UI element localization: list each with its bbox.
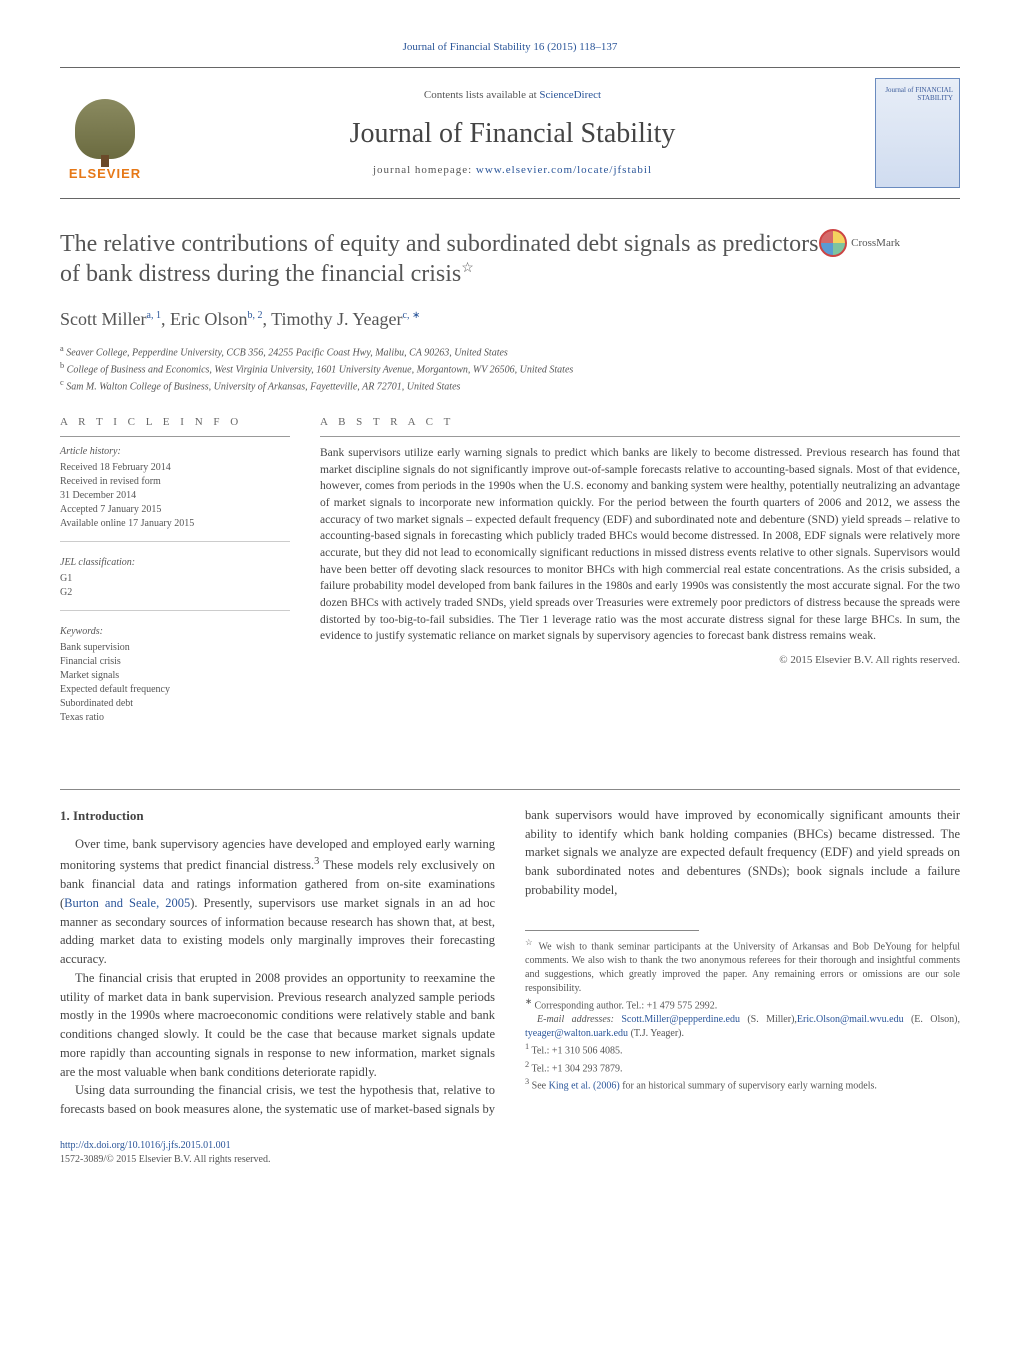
history-label: Article history: [60, 445, 290, 459]
affiliation: c Sam M. Walton College of Business, Uni… [60, 377, 960, 394]
footnote-3: 3 See King et al. (2006) for an historic… [525, 1076, 960, 1093]
keyword: Expected default frequency [60, 683, 290, 697]
keyword: Bank supervision [60, 641, 290, 655]
fn3-mark: 3 [525, 1077, 529, 1086]
homepage-prefix: journal homepage: [373, 164, 476, 176]
footnote-1: 1 Tel.: +1 310 506 4085. [525, 1041, 960, 1058]
masthead: ELSEVIER Contents lists available at Sci… [60, 67, 960, 199]
fn2-text: Tel.: +1 304 293 7879. [532, 1063, 623, 1074]
citation-king[interactable]: King et al. (2006) [549, 1080, 620, 1091]
history-line: 31 December 2014 [60, 489, 290, 503]
elsevier-tree-icon [75, 99, 135, 159]
keyword: Subordinated debt [60, 697, 290, 711]
section-heading: 1. Introduction [60, 806, 495, 826]
keyword: Texas ratio [60, 711, 290, 725]
article-title: The relative contributions of equity and… [60, 229, 840, 289]
email-who: (T.J. Yeager). [628, 1028, 684, 1039]
publisher-logo: ELSEVIER [60, 83, 150, 183]
email-who: (S. Miller), [740, 1014, 797, 1025]
crossmark-label: CrossMark [851, 236, 900, 251]
journal-name: Journal of Financial Stability [170, 114, 855, 153]
homepage-link[interactable]: www.elsevier.com/locate/jfstabil [476, 164, 652, 176]
fn3-a: See [532, 1080, 549, 1091]
corr-text: Corresponding author. Tel.: +1 479 575 2… [534, 1000, 717, 1011]
issn-copyright: 1572-3089/© 2015 Elsevier B.V. All right… [60, 1154, 270, 1165]
contents-line: Contents lists available at ScienceDirec… [170, 88, 855, 103]
affiliation: b College of Business and Economics, Wes… [60, 360, 960, 377]
section-number: 1. [60, 808, 70, 823]
footnote-thanks: ☆ We wish to thank seminar participants … [525, 937, 960, 996]
footnote-corresponding: ∗ Corresponding author. Tel.: +1 479 575… [525, 996, 960, 1013]
keywords-list: Bank supervisionFinancial crisisMarket s… [60, 641, 290, 725]
keyword: Financial crisis [60, 655, 290, 669]
history-line: Accepted 7 January 2015 [60, 503, 290, 517]
body-paragraph-1: Over time, bank supervisory agencies hav… [60, 835, 495, 968]
article-info-column: A R T I C L E I N F O Article history: R… [60, 415, 290, 749]
p1-c: ). Presently, supervisors use market sig… [190, 896, 471, 910]
article-info-head: A R T I C L E I N F O [60, 415, 290, 437]
abstract-head: A B S T R A C T [320, 415, 960, 437]
crossmark-badge[interactable]: CrossMark [819, 229, 900, 257]
footnotes-block: ☆ We wish to thank seminar participants … [525, 937, 960, 1094]
fn1-mark: 1 [525, 1042, 529, 1051]
email-link[interactable]: Eric.Olson@mail.wvu.edu [797, 1014, 904, 1025]
fn3-b: for an historical summary of supervisory… [620, 1080, 877, 1091]
jel-label: JEL classification: [60, 556, 290, 570]
citation-burton-seale[interactable]: Burton and Seale, 2005 [64, 896, 190, 910]
journal-cover-thumbnail: Journal of FINANCIAL STABILITY [875, 78, 960, 188]
publisher-name: ELSEVIER [69, 165, 141, 183]
email-link[interactable]: Scott.Miller@pepperdine.edu [621, 1014, 740, 1025]
fn1-text: Tel.: +1 310 506 4085. [532, 1046, 623, 1057]
title-footnote-mark: ☆ [461, 261, 474, 276]
title-text: The relative contributions of equity and… [60, 231, 818, 287]
keywords-label: Keywords: [60, 625, 290, 639]
email-who: (E. Olson), [904, 1014, 960, 1025]
authors-line: Scott Millera, 1, Eric Olsonb, 2, Timoth… [60, 307, 960, 332]
history-lines: Received 18 February 2014Received in rev… [60, 461, 290, 531]
journal-reference: Journal of Financial Stability 16 (2015)… [60, 40, 960, 55]
article-header: CrossMark The relative contributions of … [60, 229, 960, 289]
fn2-mark: 2 [525, 1060, 529, 1069]
abstract-column: A B S T R A C T Bank supervisors utilize… [320, 415, 960, 749]
email-link[interactable]: tyeager@walton.uark.edu [525, 1028, 628, 1039]
affiliations: a Seaver College, Pepperdine University,… [60, 343, 960, 395]
abstract-text: Bank supervisors utilize early warning s… [320, 445, 960, 645]
author: Eric Olsonb, 2, [170, 309, 271, 329]
jel-code: G2 [60, 586, 290, 600]
thanks-text: We wish to thank seminar participants at… [525, 941, 960, 994]
doi-link[interactable]: http://dx.doi.org/10.1016/j.jfs.2015.01.… [60, 1140, 231, 1151]
thanks-mark: ☆ [525, 938, 534, 947]
history-line: Received 18 February 2014 [60, 461, 290, 475]
jel-code: G1 [60, 572, 290, 586]
author: Timothy J. Yeagerc, ∗ [271, 309, 420, 329]
footnote-emails: E-mail addresses: Scott.Miller@pepperdin… [525, 1013, 960, 1041]
body-columns: 1. Introduction Over time, bank supervis… [60, 806, 960, 1119]
body-paragraph-3: The financial crisis that erupted in 200… [60, 969, 495, 1082]
contents-prefix: Contents lists available at [424, 89, 539, 101]
sciencedirect-link[interactable]: ScienceDirect [539, 89, 601, 101]
cover-title: Journal of FINANCIAL STABILITY [876, 87, 953, 102]
crossmark-icon [819, 229, 847, 257]
history-line: Available online 17 January 2015 [60, 517, 290, 531]
abstract-copyright: © 2015 Elsevier B.V. All rights reserved… [320, 653, 960, 668]
footnote-rule [525, 930, 699, 931]
footnote-2: 2 Tel.: +1 304 293 7879. [525, 1059, 960, 1076]
jel-codes: G1G2 [60, 572, 290, 600]
page-footer: http://dx.doi.org/10.1016/j.jfs.2015.01.… [60, 1139, 960, 1167]
section-rule [60, 789, 960, 790]
corr-mark: ∗ [525, 997, 532, 1006]
homepage-line: journal homepage: www.elsevier.com/locat… [170, 163, 855, 178]
email-label: E-mail addresses: [537, 1014, 621, 1025]
affiliation: a Seaver College, Pepperdine University,… [60, 343, 960, 360]
section-title: Introduction [73, 808, 144, 823]
history-line: Received in revised form [60, 475, 290, 489]
author: Scott Millera, 1, [60, 309, 170, 329]
keyword: Market signals [60, 669, 290, 683]
